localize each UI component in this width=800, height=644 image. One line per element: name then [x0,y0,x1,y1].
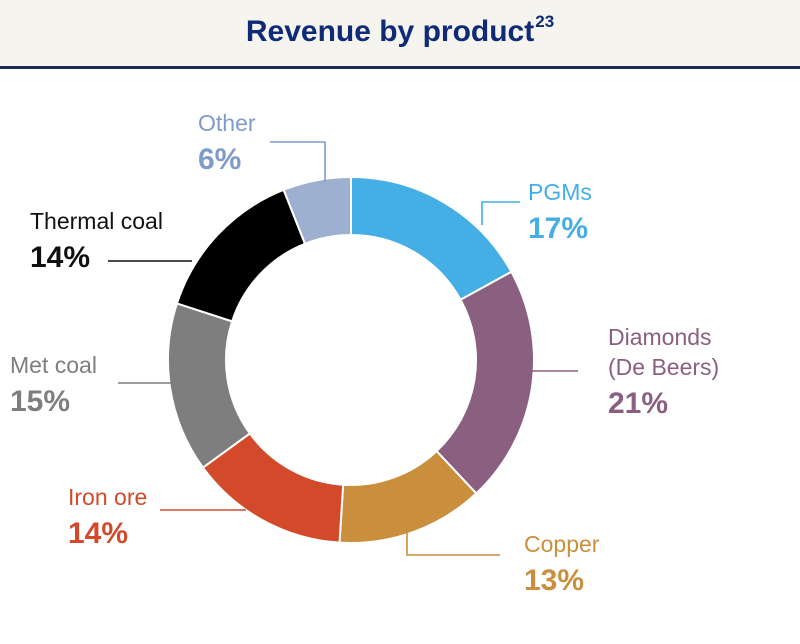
slice-label: Other [198,110,256,136]
slice-value-label: 6% [198,143,241,176]
slice-value-label: 17% [528,212,588,245]
chart-title-text: Revenue by product [245,15,535,48]
slice-value-label: 21% [608,387,668,420]
slice-label-line: Thermal coal [30,208,163,234]
donut-slice [175,188,307,323]
slice-label: Thermal coal [30,208,163,234]
slice-label-line: Met coal [10,352,97,378]
slice-label-line: PGMs [528,179,592,205]
slice-label: Met coal [10,352,97,378]
donut-slice [282,175,352,246]
slice-value-label: 15% [10,385,70,418]
slice-label-line: Iron ore [68,484,147,510]
slice-label-line: Other [198,110,256,136]
leader-line [481,201,520,225]
donut-slice [167,302,252,469]
slice-label: Copper [524,531,600,557]
slice-label: PGMs [528,179,592,205]
title-banner [0,0,800,66]
slice-value-label: 13% [524,564,584,597]
leader-line [270,141,326,182]
slice-label-line: (De Beers) [608,354,719,380]
slice-value-label: 14% [68,517,128,550]
slice-value-label: 14% [30,241,90,274]
slice-label-line: Copper [524,531,600,557]
slice-label-line: Diamonds [608,324,712,350]
leader-line [406,528,500,556]
donut-slice [350,175,513,302]
title-divider [0,66,800,69]
chart-title: Revenue by product23 [0,12,800,49]
slice-label: Diamonds (De Beers) [608,324,719,380]
donut-slice [435,270,535,495]
slice-label: Iron ore [68,484,147,510]
title-footnote-marker: 23 [535,12,555,31]
